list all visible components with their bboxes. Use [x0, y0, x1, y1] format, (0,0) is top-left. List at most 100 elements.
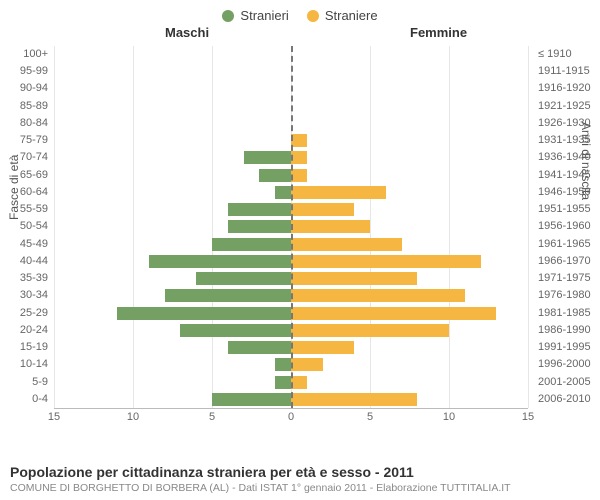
legend-item-male: Stranieri — [222, 8, 288, 23]
y-left-label: 45-49 — [0, 236, 48, 253]
bar-male — [228, 203, 291, 216]
bar-male — [259, 169, 291, 182]
x-tick-label: 10 — [127, 411, 139, 423]
y-right-label: 1936-1940 — [538, 149, 600, 166]
bar-female — [291, 393, 417, 406]
y-right-label: 1981-1985 — [538, 305, 600, 322]
bar-female — [291, 358, 323, 371]
y-left-label: 95-99 — [0, 63, 48, 80]
y-left-label: 55-59 — [0, 201, 48, 218]
gridline — [528, 46, 529, 408]
y-left-label: 70-74 — [0, 149, 48, 166]
y-left-label: 65-69 — [0, 167, 48, 184]
y-right-label: 1946-1950 — [538, 184, 600, 201]
y-right-label: 1916-1920 — [538, 80, 600, 97]
bar-male — [117, 307, 291, 320]
bar-female — [291, 324, 449, 337]
bar-male — [149, 255, 291, 268]
x-tick-label: 15 — [522, 411, 534, 423]
swatch-female — [307, 10, 319, 22]
y-left-label: 5-9 — [0, 374, 48, 391]
header-male: Maschi — [165, 25, 209, 40]
bar-female — [291, 151, 307, 164]
bar-male — [212, 393, 291, 406]
y-right-label: 1986-1990 — [538, 322, 600, 339]
footer: Popolazione per cittadinanza straniera p… — [10, 464, 590, 494]
bar-male — [228, 220, 291, 233]
y-right-label: 1956-1960 — [538, 218, 600, 235]
column-headers: Maschi Femmine — [0, 23, 600, 43]
legend: Stranieri Straniere — [0, 0, 600, 23]
bar-male — [180, 324, 291, 337]
bar-female — [291, 134, 307, 147]
y-left-label: 35-39 — [0, 270, 48, 287]
y-right-label: 1961-1965 — [538, 236, 600, 253]
y-left-label: 10-14 — [0, 356, 48, 373]
header-female: Femmine — [410, 25, 467, 40]
bar-male — [196, 272, 291, 285]
chart-subtitle: COMUNE DI BORGHETTO DI BORBERA (AL) - Da… — [10, 482, 590, 494]
bar-male — [275, 186, 291, 199]
y-left-label: 30-34 — [0, 287, 48, 304]
y-right-label: 1951-1955 — [538, 201, 600, 218]
y-axis-left-labels: 100+95-9990-9485-8980-8475-7970-7465-696… — [0, 46, 52, 408]
y-left-label: 80-84 — [0, 115, 48, 132]
y-right-label: 2006-2010 — [538, 391, 600, 408]
bar-female — [291, 238, 402, 251]
y-left-label: 50-54 — [0, 218, 48, 235]
y-right-label: 1991-1995 — [538, 339, 600, 356]
y-right-label: 1911-1915 — [538, 63, 600, 80]
y-left-label: 40-44 — [0, 253, 48, 270]
y-right-label: 1931-1935 — [538, 132, 600, 149]
bar-male — [244, 151, 291, 164]
y-left-label: 20-24 — [0, 322, 48, 339]
y-left-label: 15-19 — [0, 339, 48, 356]
y-right-label: 1941-1945 — [538, 167, 600, 184]
chart-title: Popolazione per cittadinanza straniera p… — [10, 464, 590, 480]
y-right-label: 1921-1925 — [538, 98, 600, 115]
bar-male — [212, 238, 291, 251]
bar-male — [275, 358, 291, 371]
x-tick-label: 5 — [209, 411, 215, 423]
x-tick-label: 0 — [288, 411, 294, 423]
bar-female — [291, 289, 465, 302]
y-right-label: 1926-1930 — [538, 115, 600, 132]
y-left-label: 25-29 — [0, 305, 48, 322]
bar-female — [291, 307, 496, 320]
bar-female — [291, 376, 307, 389]
y-left-label: 0-4 — [0, 391, 48, 408]
x-tick-label: 10 — [443, 411, 455, 423]
bar-female — [291, 186, 386, 199]
y-right-label: 1996-2000 — [538, 356, 600, 373]
y-right-label: 1966-1970 — [538, 253, 600, 270]
x-tick-label: 15 — [48, 411, 60, 423]
swatch-male — [222, 10, 234, 22]
bar-female — [291, 169, 307, 182]
legend-label-male: Stranieri — [240, 8, 288, 23]
y-axis-right-labels: ≤ 19101911-19151916-19201921-19251926-19… — [534, 46, 600, 408]
y-left-label: 90-94 — [0, 80, 48, 97]
bar-female — [291, 272, 417, 285]
bar-male — [165, 289, 291, 302]
plot: 15105051015 — [54, 46, 528, 426]
y-left-label: 60-64 — [0, 184, 48, 201]
y-left-label: 75-79 — [0, 132, 48, 149]
legend-label-female: Straniere — [325, 8, 378, 23]
y-left-label: 85-89 — [0, 98, 48, 115]
bar-female — [291, 203, 354, 216]
bar-male — [275, 376, 291, 389]
legend-item-female: Straniere — [307, 8, 378, 23]
y-right-label: 1971-1975 — [538, 270, 600, 287]
y-right-label: 1976-1980 — [538, 287, 600, 304]
bar-male — [228, 341, 291, 354]
y-right-label: 2001-2005 — [538, 374, 600, 391]
x-tick-label: 5 — [367, 411, 373, 423]
x-axis: 15105051015 — [54, 408, 528, 426]
center-line — [291, 46, 293, 408]
bar-female — [291, 341, 354, 354]
bar-female — [291, 255, 481, 268]
y-left-label: 100+ — [0, 46, 48, 63]
y-right-label: ≤ 1910 — [538, 46, 600, 63]
chart-area: 15105051015 — [54, 46, 528, 426]
bar-female — [291, 220, 370, 233]
